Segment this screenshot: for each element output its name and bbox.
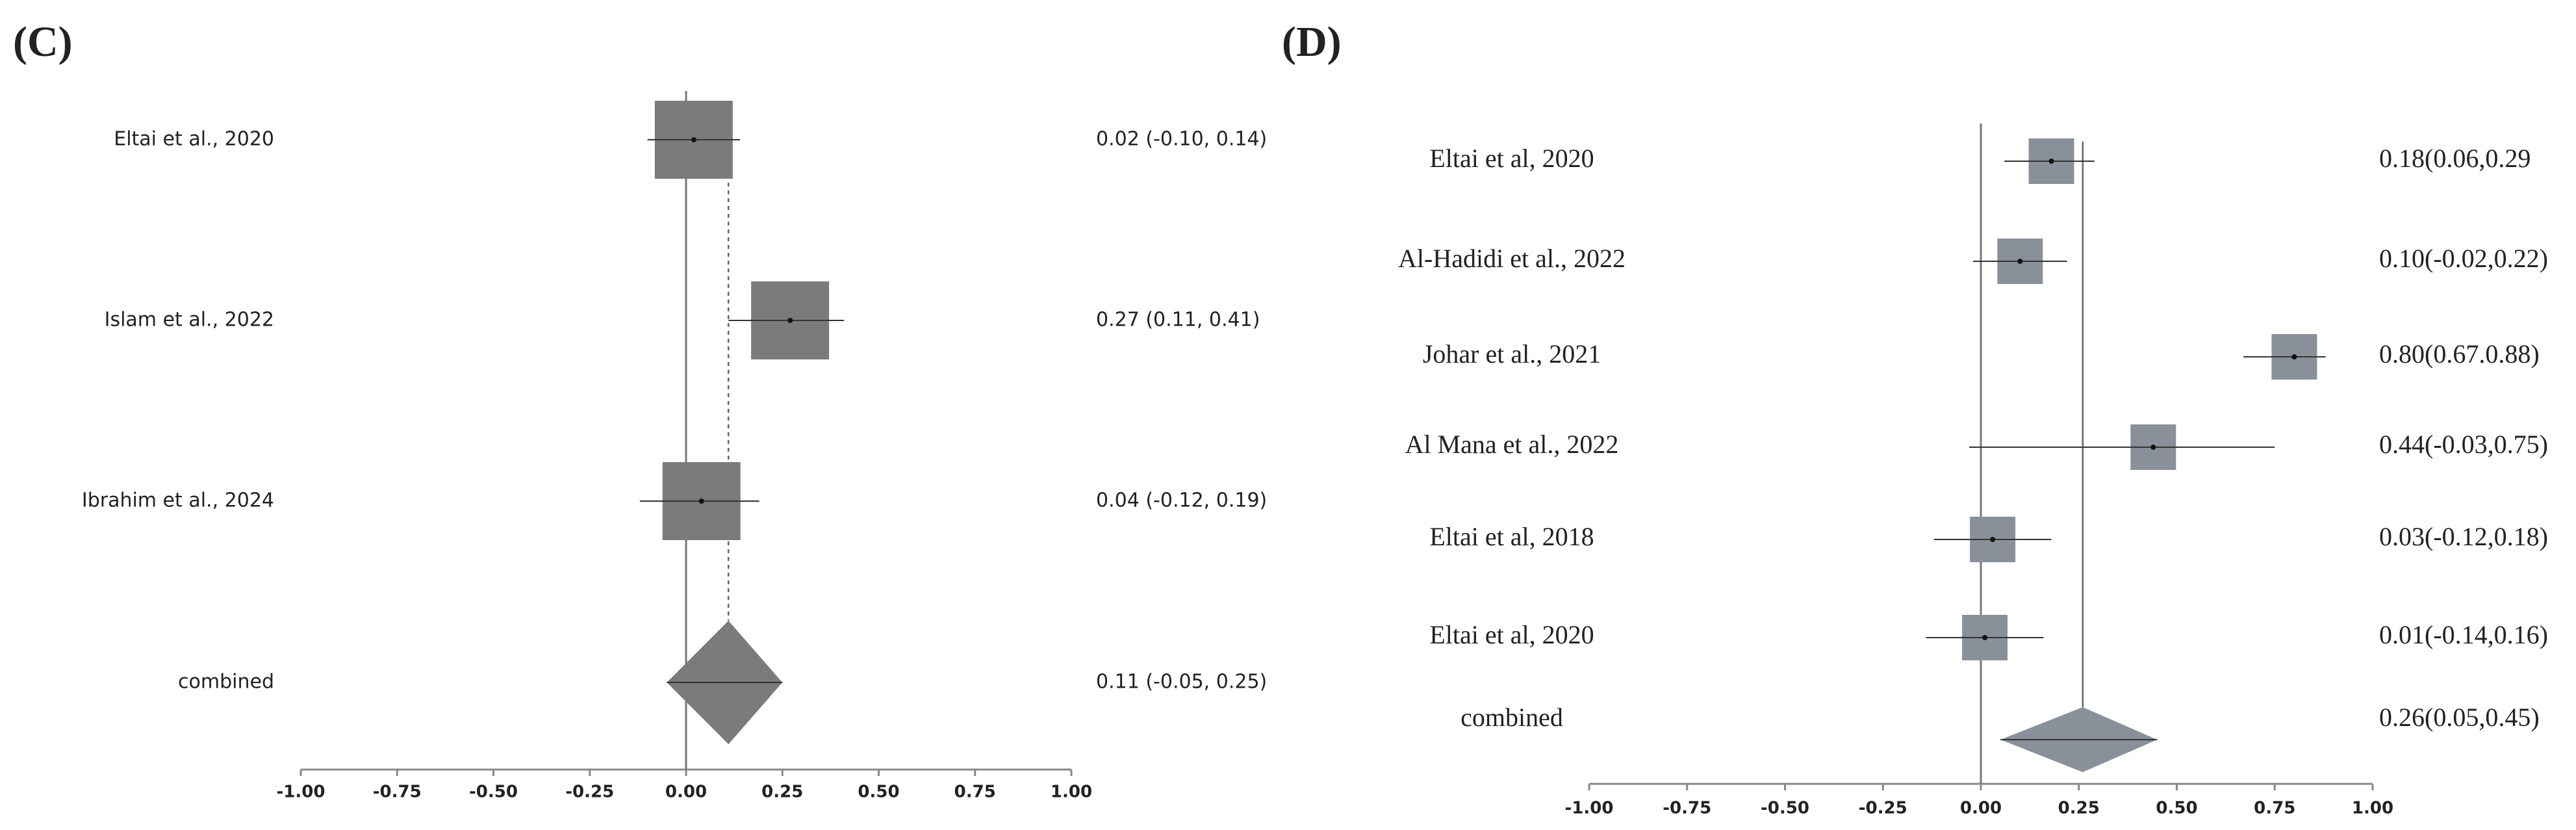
x-tick-label: -0.75 xyxy=(373,783,422,802)
effect-label: 0.44(-0.03,0.75) xyxy=(2379,430,2548,459)
x-tick-label: 0.75 xyxy=(2254,799,2295,818)
x-tick-label: 0.00 xyxy=(665,783,707,802)
x-tick-label: 0.50 xyxy=(858,783,899,802)
study-label: combined xyxy=(1460,703,1563,732)
x-tick-label: -0.75 xyxy=(1663,799,1711,818)
effect-label: 0.01(-0.14,0.16) xyxy=(2379,620,2548,649)
study-label: Al Mana et al., 2022 xyxy=(1405,430,1619,459)
study-label: combined xyxy=(178,671,274,694)
x-tick-label: 0.00 xyxy=(1960,799,2002,818)
study-label: Eltai et al, 2020 xyxy=(1429,144,1594,173)
study-label: Ibrahim et al., 2024 xyxy=(82,489,274,512)
effect-label: 0.10(-0.02,0.22) xyxy=(2379,244,2548,273)
x-tick-label: -0.50 xyxy=(469,783,518,802)
x-tick-label: -0.50 xyxy=(1761,799,1809,818)
x-tick-label: 0.50 xyxy=(2156,799,2197,818)
panel-label: (C) xyxy=(13,18,73,66)
panel-label: (D) xyxy=(1282,18,1342,66)
x-tick-label: 1.00 xyxy=(1051,783,1092,802)
point-estimate xyxy=(787,318,793,323)
study-label: Islam et al., 2022 xyxy=(105,309,274,331)
effect-label: 0.03(-0.12,0.18) xyxy=(2379,522,2548,551)
effect-label: 0.26(0.05,0.45) xyxy=(2379,703,2540,732)
panel-d: (D) -1.00 -0.75 -0.50 -0.25 0.00 0.25 0.50 0.75 1… xyxy=(1282,18,2548,818)
point-estimate xyxy=(1990,537,1996,542)
x-tick-label: 0.25 xyxy=(2058,799,2100,818)
effect-label: 0.27 (0.11, 0.41) xyxy=(1096,309,1260,331)
x-tick-label: -0.25 xyxy=(1859,799,1907,818)
x-tick-label: -1.00 xyxy=(277,783,325,802)
x-tick-label: 0.75 xyxy=(954,783,996,802)
point-estimate xyxy=(691,137,696,142)
panel-c: (C) -1.00 -0.75 -0.50 -0.25 0.00 0.25 0.50 0.75 1… xyxy=(13,18,1267,801)
effect-label: 0.80(0.67.0.88) xyxy=(2379,339,2540,369)
effect-label: 0.18(0.06,0.29 xyxy=(2379,144,2531,173)
point-estimate xyxy=(2048,159,2054,164)
study-label: Al-Hadidi et al., 2022 xyxy=(1398,244,1626,273)
study-label: Eltai et al, 2018 xyxy=(1429,522,1594,551)
point-estimate xyxy=(2291,354,2297,359)
point-estimate xyxy=(1982,635,1988,640)
effect-label: 0.04 (-0.12, 0.19) xyxy=(1096,489,1267,512)
x-tick-label: 0.25 xyxy=(761,783,803,802)
x-tick-label: 1.00 xyxy=(2352,799,2393,818)
x-tick-label: -0.25 xyxy=(565,783,614,802)
effect-label: 0.11 (-0.05, 0.25) xyxy=(1096,671,1267,694)
effect-label: 0.02 (-0.10, 0.14) xyxy=(1096,128,1267,151)
x-tick-label: -1.00 xyxy=(1565,799,1614,818)
study-label: Johar et al., 2021 xyxy=(1423,339,1601,369)
study-label: Eltai et al., 2020 xyxy=(114,128,274,151)
study-label: Eltai et al, 2020 xyxy=(1429,620,1594,649)
point-estimate xyxy=(2017,259,2023,264)
point-estimate xyxy=(2150,445,2156,450)
point-estimate xyxy=(698,499,704,504)
